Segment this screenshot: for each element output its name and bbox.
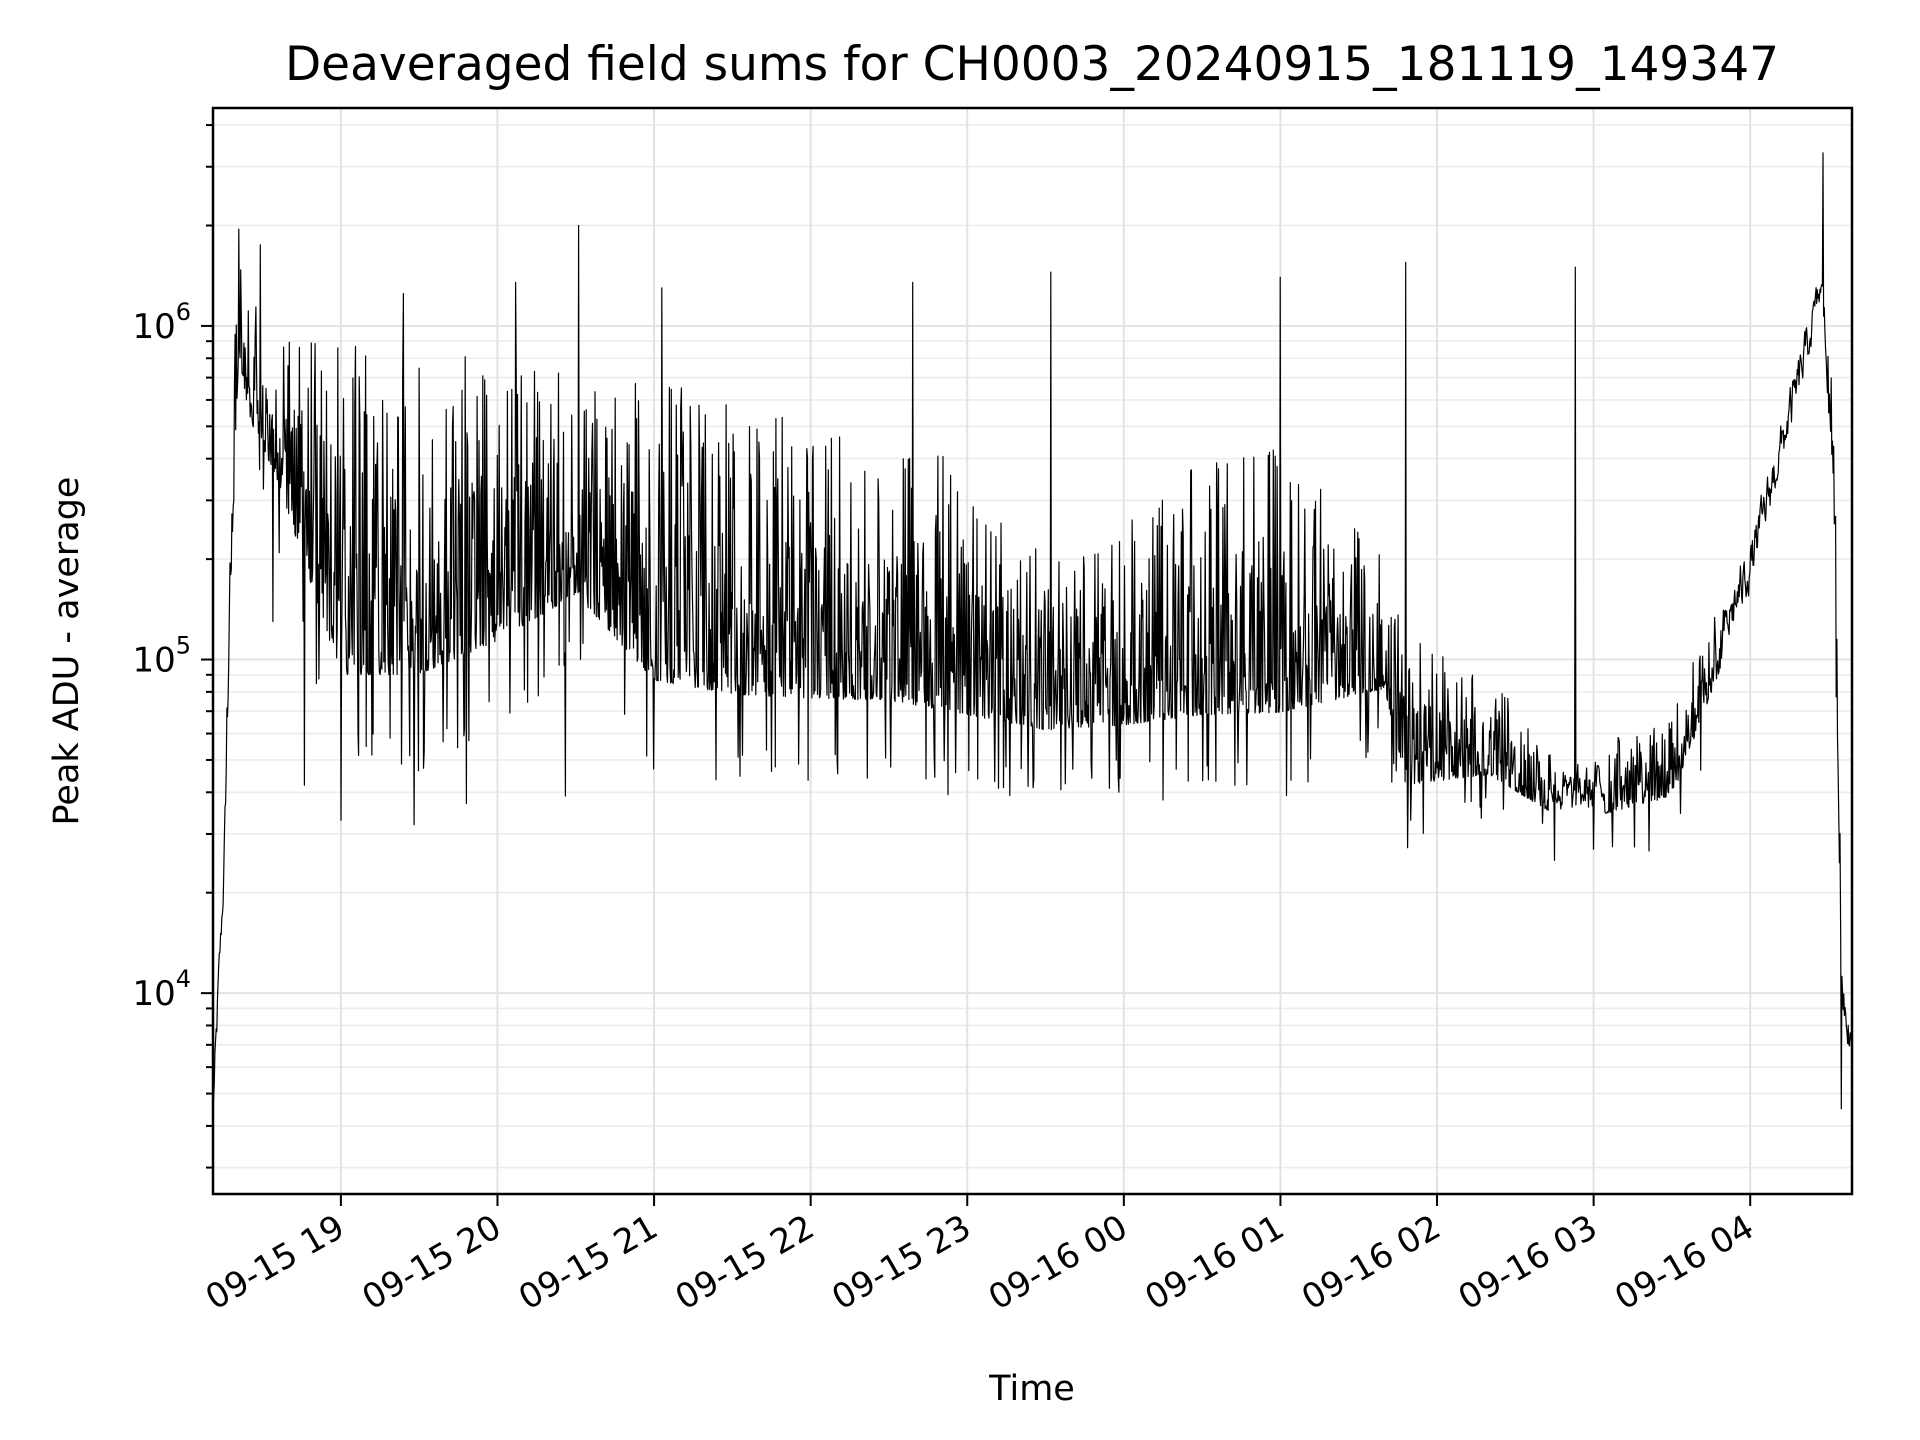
- series-line: [212, 152, 1853, 1110]
- chart-title: Deaveraged field sums for CH0003_2024091…: [285, 37, 1779, 92]
- y-axis-label: Peak ADU - average: [47, 477, 87, 826]
- x-axis-label: Time: [988, 1369, 1075, 1409]
- y-tick-label: 106: [132, 298, 191, 347]
- plot-frame: [211, 106, 1854, 1196]
- y-tick-label: 104: [132, 965, 191, 1014]
- y-tick-label: 105: [132, 632, 191, 681]
- series: [212, 152, 1853, 1110]
- y-axis: 104 105 106: [132, 124, 213, 1169]
